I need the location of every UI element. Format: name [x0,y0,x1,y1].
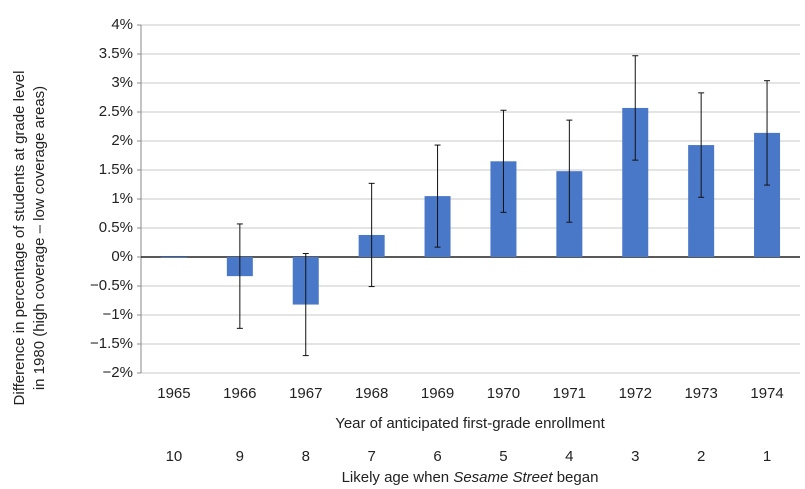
x2-tick-label: 6 [433,448,441,465]
x2-label-part: Likely age when [342,469,454,486]
x-tick-label: 1973 [684,385,717,402]
x-tick-label: 1967 [289,385,322,402]
error-bar [302,253,309,357]
x2-tick-label: 4 [565,448,573,465]
error-bar [368,182,375,288]
x2-tick-label: 9 [236,448,244,465]
bar [160,257,187,258]
error-bar [698,92,705,198]
x-tick-label: 1966 [223,385,256,402]
x2-label-part: Sesame Street [453,469,553,486]
y-tick-label: 0.5% [99,219,133,236]
y-tick-label: 1% [111,190,133,207]
y-tick-label: 4% [111,16,133,33]
x2-tick-label: 7 [367,448,375,465]
x2-tick-label: 2 [697,448,705,465]
y-tick-label: −1% [103,306,133,323]
y-tick-label: −2% [103,364,133,381]
error-bar [566,119,573,223]
x-tick-label: 1968 [355,385,388,402]
error-bar [500,109,507,213]
x2-axis-label: Likely age when Sesame Street began [342,469,599,486]
x-axis-label: Year of anticipated first-grade enrollme… [335,415,605,432]
y-tick-label: 1.5% [99,161,133,178]
error-bar [236,223,243,329]
x-tick-label: 1965 [157,385,190,402]
x-tick-label: 1974 [750,385,783,402]
x2-tick-label: 10 [166,448,183,465]
error-bar [764,80,771,186]
y-axis-label: in 1980 (high coverage – low coverage ar… [31,86,48,390]
error-bar [434,144,441,248]
y-tick-label: 2% [111,132,133,149]
x-tick-label: 1972 [619,385,652,402]
x2-label-part: began [553,469,599,486]
x2-tick-label: 8 [302,448,310,465]
y-axis-label: Difference in percentage of students at … [11,71,28,406]
y-tick-label: 2.5% [99,103,133,120]
x-tick-label: 1971 [553,385,586,402]
x2-tick-label: 5 [499,448,507,465]
error-bar [632,55,639,161]
x-tick-label: 1969 [421,385,454,402]
x2-tick-label: 3 [631,448,639,465]
y-tick-label: 3% [111,74,133,91]
y-tick-label: −1.5% [90,335,133,352]
y-tick-label: 3.5% [99,45,133,62]
x-tick-label: 1970 [487,385,520,402]
y-tick-label: 0% [111,248,133,265]
y-tick-label: −0.5% [90,277,133,294]
x2-tick-label: 1 [763,448,771,465]
